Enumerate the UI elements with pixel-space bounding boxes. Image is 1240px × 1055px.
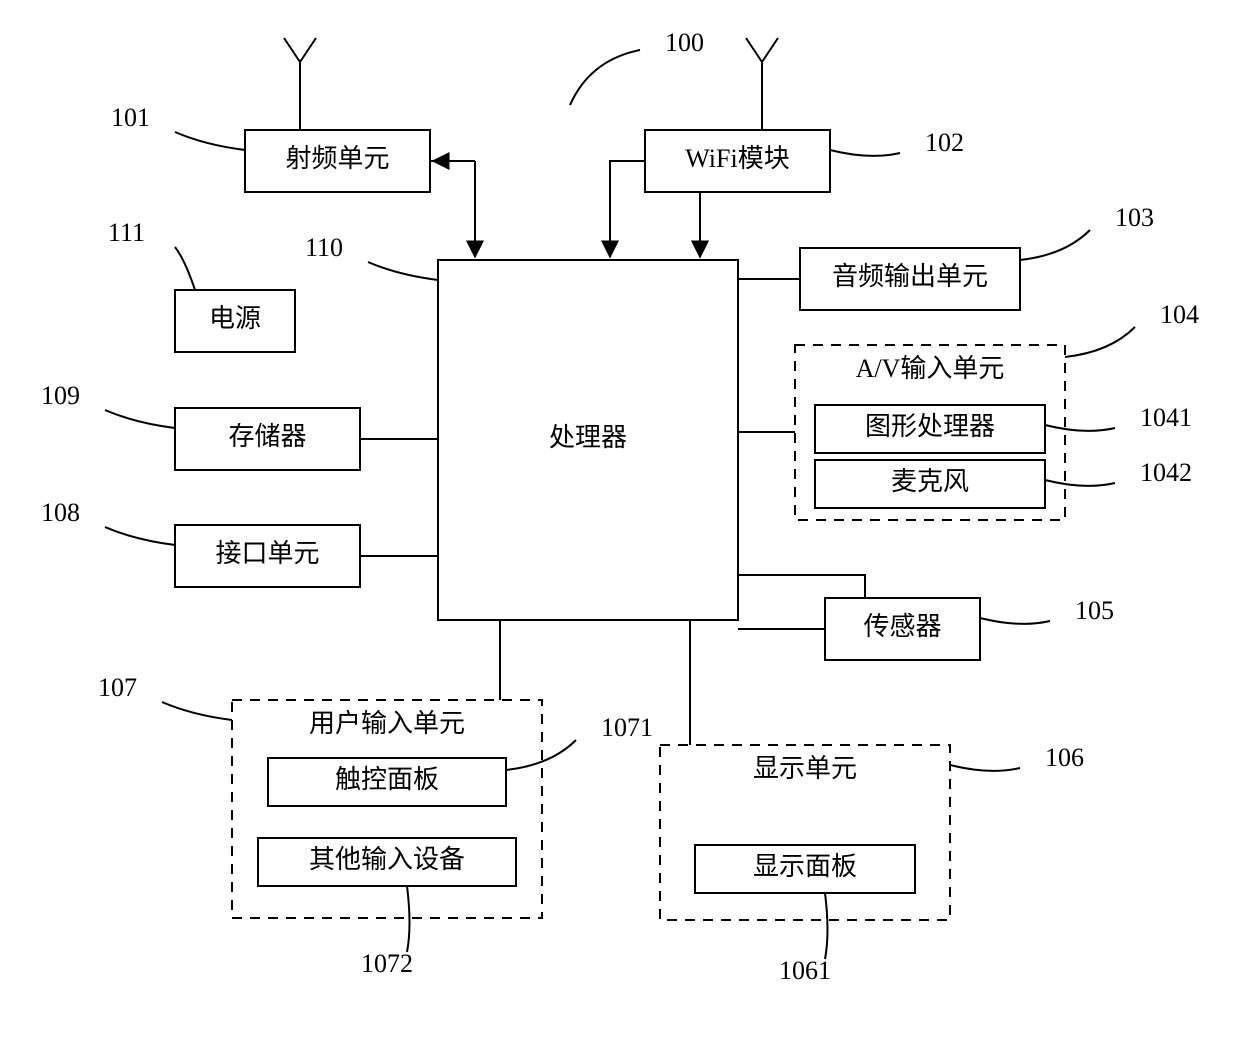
touch-ref: 1071 [601,713,653,742]
touch-label: 触控面板 [335,765,439,794]
av_gpu-label: 图形处理器 [865,412,995,441]
user_group-ref: 107 [98,673,137,702]
power-label: 电源 [209,304,261,333]
disp_panel-label: 显示面板 [753,852,857,881]
system-ref: 100 [665,28,704,57]
av_mic-ref: 1042 [1140,458,1192,487]
av_group-label: A/V输入单元 [856,354,1005,383]
processor-ref: 110 [305,233,343,262]
processor-label: 处理器 [549,423,627,452]
disp_panel-ref: 1061 [779,956,831,985]
interface-ref: 108 [41,498,80,527]
memory-label: 存储器 [228,422,306,451]
other_in-label: 其他输入设备 [309,845,465,874]
audio_out-label: 音频输出单元 [832,262,988,291]
power-ref: 111 [108,218,145,247]
wifi-ref: 102 [925,128,964,157]
interface-label: 接口单元 [215,539,319,568]
block-diagram: 100 A/V输入单元用户输入单元显示单元 射频单元 WiFi模块电源存储器接口单元 处… [0,0,1240,1055]
av_group-ref: 104 [1160,300,1199,329]
wifi-label: WiFi模块 [685,144,789,173]
audio_out-ref: 103 [1115,203,1154,232]
av_gpu-ref: 1041 [1140,403,1192,432]
disp_group-label: 显示单元 [753,754,857,783]
rf-label: 射频单元 [285,144,389,173]
user_group-label: 用户输入单元 [309,709,465,738]
other_in-ref: 1072 [361,949,413,978]
disp_group-ref: 106 [1045,743,1084,772]
sensor-ref: 105 [1075,596,1114,625]
memory-ref: 109 [41,381,80,410]
rf-ref: 101 [111,103,150,132]
sensor-label: 传感器 [863,612,941,641]
av_mic-label: 麦克风 [891,467,969,496]
